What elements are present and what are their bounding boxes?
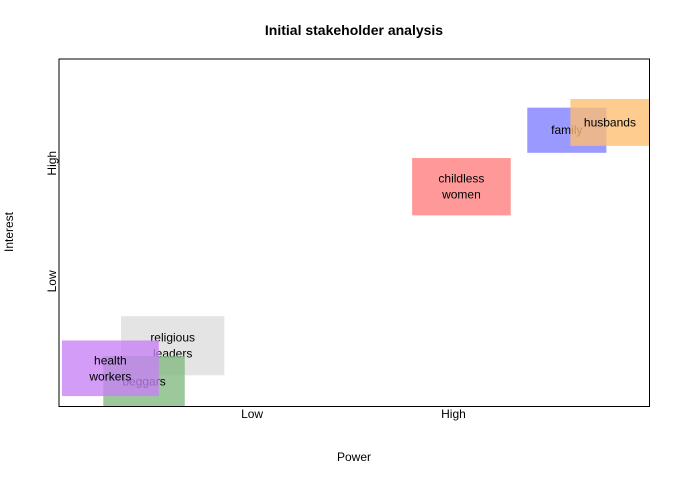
x-tick-label: High [441,407,466,421]
stakeholder-label-health-workers: health [94,353,127,367]
y-tick-label: High [45,151,59,176]
y-axis-ticks: Low High [45,151,59,293]
y-tick-label: Low [45,270,59,292]
x-axis-label: Power [337,450,371,464]
chart-title: Initial stakeholder analysis [265,22,443,38]
stakeholder-label-childless-women: childless [438,172,484,186]
stakeholder-label-religious-leaders: religious [150,331,195,345]
stakeholder-box-childless-women [412,158,511,216]
stakeholder-label-health-workers: workers [88,369,131,383]
stakeholder-childless-women: childless women [412,158,511,216]
stakeholder-label-childless-women: women [441,188,481,202]
plot-frame [58,58,650,407]
stakeholder-box-health-workers [61,340,159,397]
stakeholder-label-husbands: husbands [584,115,636,129]
stakeholder-boxes: religiousleadersbeggarshealthworkerschil… [61,98,650,407]
y-axis-label: Interest [2,211,16,252]
stakeholder-health-workers: health workers [61,340,159,397]
x-tick-label: Low [241,407,263,421]
x-axis-ticks: Low High [241,407,466,421]
stakeholder-box-husbands [570,98,650,146]
stakeholder-husbands: husbands [570,98,650,146]
